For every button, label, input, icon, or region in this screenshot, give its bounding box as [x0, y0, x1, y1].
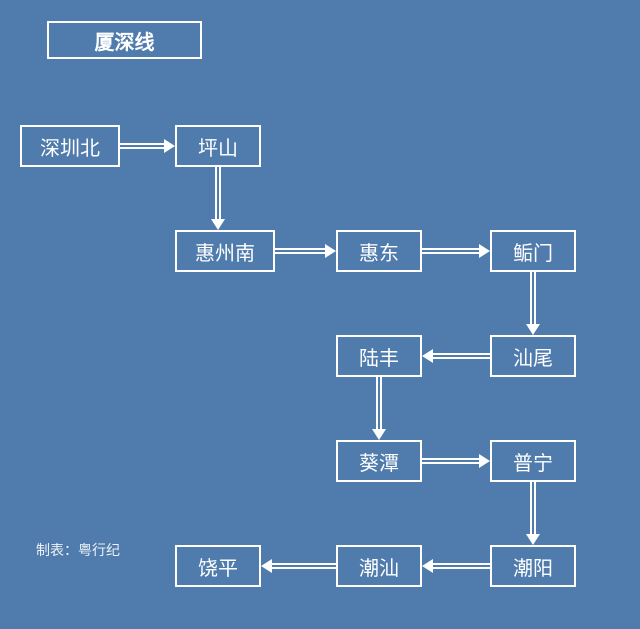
station-node-lf: 陆丰	[336, 335, 422, 377]
arrow-shaft	[275, 248, 325, 254]
station-label: 深圳北	[40, 132, 100, 161]
diagram-credit: 制表：粤行纪	[36, 540, 120, 560]
station-node-hzn: 惠州南	[175, 230, 275, 272]
diagram-title: 厦深线	[47, 21, 202, 59]
arrow-shaft	[530, 272, 536, 324]
diagram-credit-text: 制表：粤行纪	[36, 542, 120, 558]
station-label: 汕尾	[513, 342, 553, 371]
arrow-shaft	[376, 377, 382, 429]
arrow-shaft	[433, 353, 490, 359]
station-label: 潮汕	[359, 552, 399, 581]
station-node-pn: 普宁	[490, 440, 576, 482]
arrow-head-icon	[261, 559, 272, 573]
arrow-head-icon	[325, 244, 336, 258]
arrow-head-icon	[422, 559, 433, 573]
arrow-head-icon	[422, 349, 433, 363]
arrow-head-icon	[211, 219, 225, 230]
station-label: 惠东	[359, 237, 399, 266]
station-label: 葵潭	[359, 447, 399, 476]
arrow-head-icon	[479, 454, 490, 468]
station-label: 鲘门	[513, 237, 553, 266]
station-node-szb: 深圳北	[20, 125, 120, 167]
arrow-head-icon	[526, 534, 540, 545]
arrow-head-icon	[372, 429, 386, 440]
arrow-shaft	[215, 167, 221, 219]
diagram-title-text: 厦深线	[95, 26, 155, 55]
station-node-hm: 鲘门	[490, 230, 576, 272]
station-node-rp: 饶平	[175, 545, 261, 587]
arrow-head-icon	[526, 324, 540, 335]
station-label: 饶平	[198, 552, 238, 581]
station-label: 惠州南	[195, 237, 255, 266]
station-node-cy: 潮阳	[490, 545, 576, 587]
station-node-sw: 汕尾	[490, 335, 576, 377]
station-label: 坪山	[198, 132, 238, 161]
station-node-ps: 坪山	[175, 125, 261, 167]
arrow-shaft	[422, 248, 479, 254]
station-label: 普宁	[513, 447, 553, 476]
station-node-kt: 葵潭	[336, 440, 422, 482]
arrow-head-icon	[479, 244, 490, 258]
station-label: 陆丰	[359, 342, 399, 371]
arrow-shaft	[272, 563, 336, 569]
station-node-cs: 潮汕	[336, 545, 422, 587]
station-node-hd: 惠东	[336, 230, 422, 272]
arrow-shaft	[433, 563, 490, 569]
arrow-shaft	[530, 482, 536, 534]
arrow-shaft	[120, 143, 164, 149]
arrow-head-icon	[164, 139, 175, 153]
station-label: 潮阳	[513, 552, 553, 581]
arrow-shaft	[422, 458, 479, 464]
